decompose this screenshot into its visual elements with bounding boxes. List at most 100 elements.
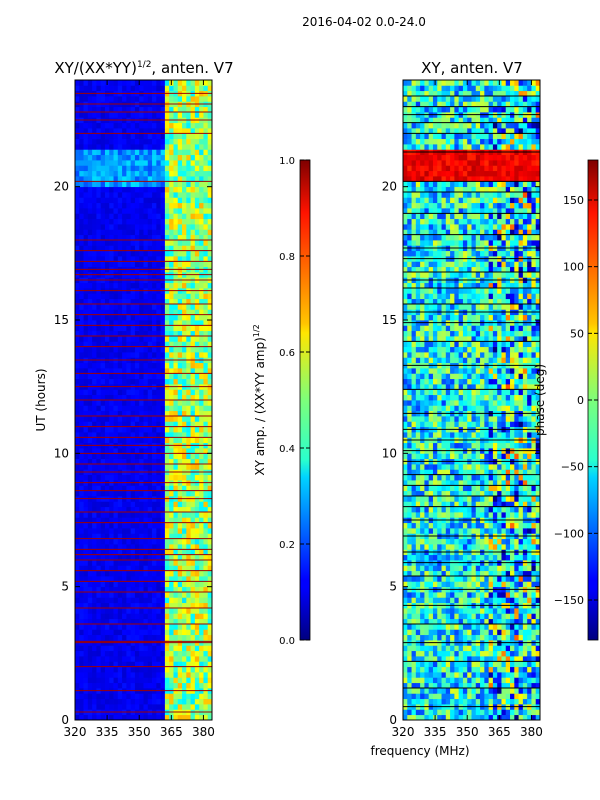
heatmap-cell — [199, 432, 204, 438]
heatmap-cell — [109, 501, 114, 508]
heatmap-cell — [432, 384, 438, 390]
heatmap-cell — [407, 240, 412, 246]
heatmap-cell — [122, 677, 127, 684]
heatmap-cell — [96, 437, 102, 444]
heatmap-cell — [92, 453, 97, 460]
heatmap-cell — [432, 528, 438, 534]
heatmap-cell — [199, 202, 204, 209]
heatmap-cell — [75, 128, 80, 134]
heatmap-cell — [87, 234, 93, 241]
heatmap-cell — [147, 698, 153, 705]
heatmap-cell — [182, 298, 187, 305]
heatmap-cell — [190, 672, 196, 678]
heatmap-cell — [113, 506, 119, 513]
heatmap-cell — [130, 634, 136, 641]
heatmap-cell — [147, 416, 153, 422]
heatmap-cell — [190, 506, 196, 513]
heatmap-cell — [104, 250, 110, 257]
heatmap-cell — [100, 565, 106, 572]
heatmap-cell — [207, 608, 213, 614]
heatmap-cell — [164, 362, 170, 369]
heatmap-cell — [100, 314, 106, 321]
heatmap-cell — [130, 453, 136, 460]
heatmap-cell — [424, 554, 430, 561]
heatmap-cell — [164, 186, 170, 193]
heatmap-cell — [104, 576, 110, 582]
heatmap-cell — [411, 213, 417, 220]
heatmap-cell — [194, 634, 200, 641]
heatmap-cell — [122, 400, 127, 406]
heatmap-cell — [147, 650, 153, 657]
heatmap-cell — [169, 560, 174, 566]
heatmap-cell — [156, 202, 162, 209]
heatmap-cell — [113, 693, 119, 700]
heatmap-cell — [122, 672, 127, 678]
heatmap-cell — [117, 517, 123, 524]
heatmap-cell — [147, 336, 153, 342]
heatmap-cell — [87, 186, 93, 193]
heatmap-cell — [75, 138, 80, 145]
heatmap-cell — [100, 474, 106, 481]
heatmap-cell — [437, 656, 442, 662]
heatmap-cell — [164, 426, 170, 433]
heatmap-cell — [432, 133, 438, 140]
heatmap-cell — [415, 341, 421, 348]
heatmap-cell — [407, 128, 412, 134]
heatmap-cell — [83, 592, 89, 598]
heatmap-cell — [83, 522, 89, 529]
heatmap-cell — [79, 373, 84, 380]
heatmap-cell — [182, 512, 187, 518]
heatmap-cell — [109, 410, 114, 417]
heatmap-cell — [428, 698, 434, 705]
heatmap-cell — [109, 128, 114, 134]
heatmap-cell — [199, 677, 204, 684]
heatmap-cell — [173, 373, 179, 380]
heatmap-cell — [190, 453, 196, 460]
heatmap-cell — [87, 213, 93, 220]
heatmap-cell — [126, 261, 132, 268]
heatmap-cell — [173, 634, 179, 641]
heatmap-cell — [100, 672, 106, 678]
heatmap-cell — [199, 234, 204, 241]
heatmap-cell — [415, 698, 421, 705]
heatmap-cell — [143, 672, 149, 678]
heatmap-cell — [173, 224, 179, 230]
heatmap-cell — [134, 618, 140, 625]
heatmap-cell — [104, 346, 110, 353]
heatmap-cell — [147, 378, 153, 385]
heatmap-cell — [100, 634, 106, 641]
heatmap-cell — [109, 298, 114, 305]
heatmap-cell — [104, 144, 110, 150]
heatmap-cell — [432, 170, 438, 177]
heatmap-cell — [104, 538, 110, 545]
heatmap-cell — [403, 266, 408, 273]
heatmap-cell — [109, 645, 114, 652]
heatmap-cell — [420, 96, 425, 102]
heatmap-cell — [147, 122, 153, 129]
heatmap-cell — [117, 122, 123, 129]
heatmap-cell — [92, 213, 97, 220]
heatmap-cell — [177, 197, 183, 204]
heatmap-cell — [182, 677, 187, 684]
heatmap-cell — [113, 154, 119, 161]
heatmap-cell — [134, 405, 140, 412]
heatmap-cell — [143, 634, 149, 641]
heatmap-cell — [126, 490, 132, 497]
heatmap-cell — [203, 181, 209, 188]
heatmap-cell — [100, 208, 106, 214]
heatmap-cell — [194, 517, 200, 524]
heatmap-cell — [169, 144, 174, 150]
heatmap-cell — [147, 229, 153, 236]
heatmap-cell — [122, 202, 127, 209]
heatmap-cell — [130, 693, 136, 700]
heatmap-cell — [411, 709, 417, 716]
heatmap-cell — [92, 389, 97, 396]
heatmap-cell — [182, 250, 187, 257]
heatmap-cell — [92, 378, 97, 385]
heatmap-cell — [134, 650, 140, 657]
heatmap-cell — [173, 581, 179, 588]
heatmap-cell — [87, 618, 93, 625]
heatmap-cell — [203, 560, 209, 566]
heatmap-cell — [164, 293, 170, 300]
heatmap-cell — [134, 634, 140, 641]
